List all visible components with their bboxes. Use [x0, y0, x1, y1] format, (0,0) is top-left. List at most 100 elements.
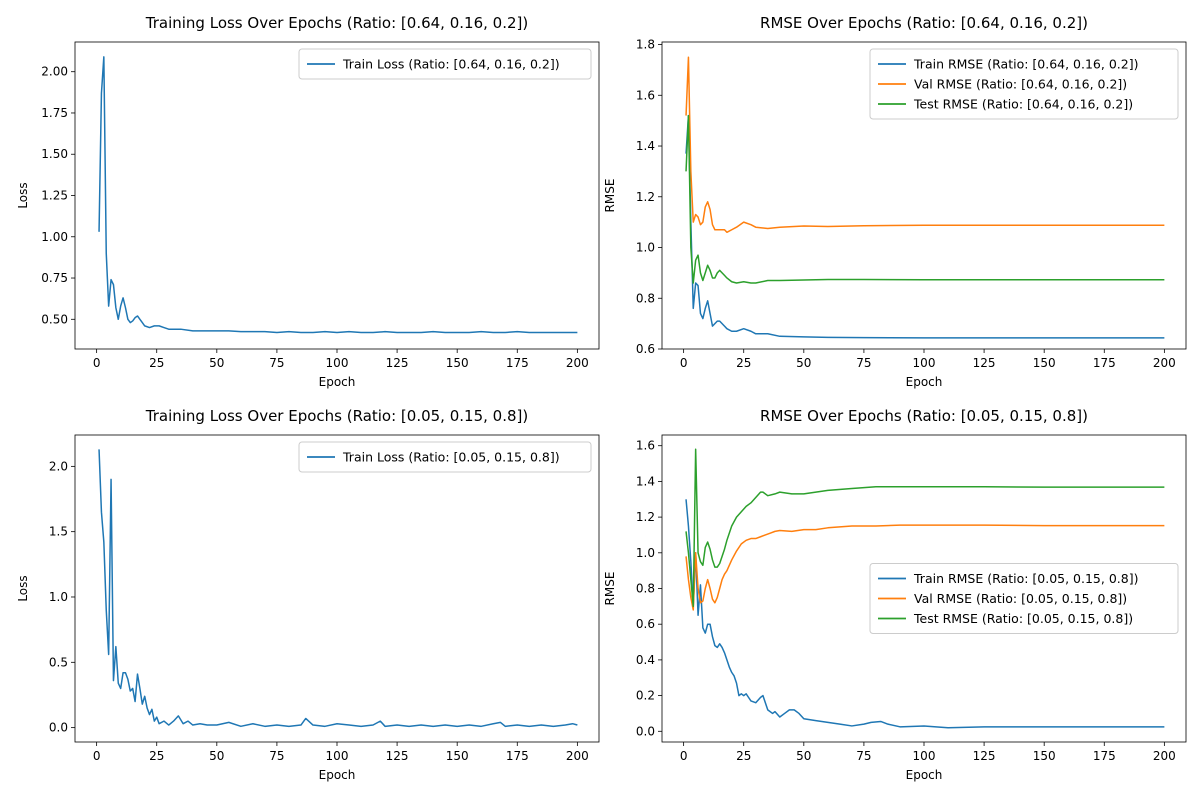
y-tick-label: 0.5 [49, 655, 68, 669]
x-tick-label: 100 [326, 356, 349, 370]
chart-title: RMSE Over Epochs (Ratio: [0.64, 0.16, 0.… [760, 14, 1088, 32]
x-tick-label: 200 [566, 749, 589, 763]
legend-entry: Test RMSE (Ratio: [0.64, 0.16, 0.2]) [913, 97, 1133, 112]
legend-box [298, 48, 592, 80]
series-line-2 [685, 524, 1165, 611]
y-axis-label: RMSE [603, 572, 617, 606]
y-tick-label: 1.5 [49, 525, 68, 539]
y-tick-label: 1.2 [636, 510, 655, 524]
legend: Train RMSE (Ratio: [0.05, 0.15, 0.8]) Val… [869, 563, 1179, 634]
y-tick-label: 1.4 [636, 474, 655, 488]
x-tick-label: 25 [736, 749, 751, 763]
x-tick-label: 125 [386, 356, 409, 370]
x-tick-label: 125 [973, 356, 996, 370]
x-tick-label: 175 [506, 356, 529, 370]
x-tick-label: 175 [506, 749, 529, 763]
legend-entry: Val RMSE (Ratio: [0.05, 0.15, 0.8]) [914, 591, 1127, 606]
y-tick-label: 1.6 [636, 439, 655, 453]
plot-frame [661, 434, 1187, 743]
x-tick-label: 25 [149, 356, 164, 370]
y-tick-label: 0.6 [636, 342, 655, 356]
y-tick-label: 0.50 [41, 312, 68, 326]
y-tick-label: 0.8 [636, 291, 655, 305]
x-tick-label: 200 [566, 356, 589, 370]
x-tick-label: 75 [269, 356, 284, 370]
x-tick-label: 75 [856, 356, 871, 370]
series-line-1 [98, 56, 578, 334]
x-tick-label: 150 [1033, 356, 1056, 370]
y-tick-label: 1.2 [636, 190, 655, 204]
y-tick-label: 1.4 [636, 139, 655, 153]
x-tick-label: 100 [913, 356, 936, 370]
chart-panel-4: RMSE Over Epochs (Ratio: [0.05, 0.15, 0.… [603, 407, 1187, 782]
legend-box [298, 441, 592, 473]
x-tick-label: 25 [149, 749, 164, 763]
legend: Train RMSE (Ratio: [0.64, 0.16, 0.2]) Val… [869, 48, 1179, 120]
y-tick-label: 1.6 [636, 88, 655, 102]
y-tick-label: 1.8 [636, 38, 655, 52]
y-tick-label: 1.0 [636, 546, 655, 560]
x-tick-label: 0 [93, 356, 101, 370]
x-tick-label: 100 [326, 749, 349, 763]
x-axis-label: Epoch [319, 768, 356, 782]
x-tick-label: 0 [680, 356, 688, 370]
series-line-2 [685, 56, 1165, 234]
y-tick-label: 1.75 [41, 106, 68, 120]
x-axis-label: Epoch [906, 768, 943, 782]
legend-entry: Train Loss (Ratio: [0.64, 0.16, 0.2]) [342, 57, 560, 72]
x-tick-label: 0 [93, 749, 101, 763]
chart-panel-2: RMSE Over Epochs (Ratio: [0.64, 0.16, 0.… [603, 14, 1187, 389]
x-tick-label: 200 [1153, 356, 1176, 370]
x-tick-label: 150 [1033, 749, 1056, 763]
x-tick-label: 75 [269, 749, 284, 763]
legend-entry: Val RMSE (Ratio: [0.64, 0.16, 0.2]) [914, 77, 1127, 92]
y-axis-label: RMSE [603, 179, 617, 213]
y-tick-label: 0.4 [636, 653, 655, 667]
legend-entry: Test RMSE (Ratio: [0.05, 0.15, 0.8]) [913, 611, 1133, 626]
legend: Train Loss (Ratio: [0.05, 0.15, 0.8]) [298, 441, 592, 473]
x-tick-label: 150 [446, 749, 469, 763]
plot-frame [661, 41, 1187, 350]
x-tick-label: 150 [446, 356, 469, 370]
plot-frame [74, 434, 600, 743]
y-tick-label: 0.0 [636, 724, 655, 738]
y-tick-label: 2.0 [49, 459, 68, 473]
y-tick-label: 0.75 [41, 271, 68, 285]
chart-title: Training Loss Over Epochs (Ratio: [0.05,… [145, 407, 528, 425]
x-tick-label: 0 [680, 749, 688, 763]
legend-entry: Train RMSE (Ratio: [0.05, 0.15, 0.8]) [913, 571, 1138, 586]
chart-title: Training Loss Over Epochs (Ratio: [0.64,… [145, 14, 528, 32]
x-tick-label: 50 [209, 749, 224, 763]
chart-title: RMSE Over Epochs (Ratio: [0.05, 0.15, 0.… [760, 407, 1088, 425]
plot-frame [74, 41, 600, 350]
x-tick-label: 175 [1093, 356, 1116, 370]
x-tick-label: 75 [856, 749, 871, 763]
series-line-1 [685, 114, 1165, 339]
legend-entry: Train RMSE (Ratio: [0.64, 0.16, 0.2]) [913, 57, 1138, 72]
x-tick-label: 25 [736, 356, 751, 370]
x-tick-label: 50 [796, 356, 811, 370]
chart-panel-3: Training Loss Over Epochs (Ratio: [0.05,… [16, 407, 600, 782]
y-tick-label: 0.8 [636, 582, 655, 596]
y-tick-label: 0.0 [49, 721, 68, 735]
x-tick-label: 125 [973, 749, 996, 763]
x-tick-label: 50 [796, 749, 811, 763]
chart-panel-1: Training Loss Over Epochs (Ratio: [0.64,… [16, 14, 600, 389]
x-axis-label: Epoch [319, 375, 356, 389]
y-tick-label: 1.25 [41, 189, 68, 203]
x-tick-label: 100 [913, 749, 936, 763]
legend-box [869, 563, 1179, 634]
legend: Train Loss (Ratio: [0.64, 0.16, 0.2]) [298, 48, 592, 80]
x-tick-label: 125 [386, 749, 409, 763]
legend-box [869, 48, 1179, 120]
series-line-1 [98, 449, 578, 728]
x-tick-label: 200 [1153, 749, 1176, 763]
x-tick-label: 175 [1093, 749, 1116, 763]
x-axis-label: Epoch [906, 375, 943, 389]
y-tick-label: 1.50 [41, 147, 68, 161]
y-tick-label: 1.0 [49, 590, 68, 604]
series-line-1 [685, 499, 1165, 729]
y-axis-label: Loss [16, 182, 30, 208]
